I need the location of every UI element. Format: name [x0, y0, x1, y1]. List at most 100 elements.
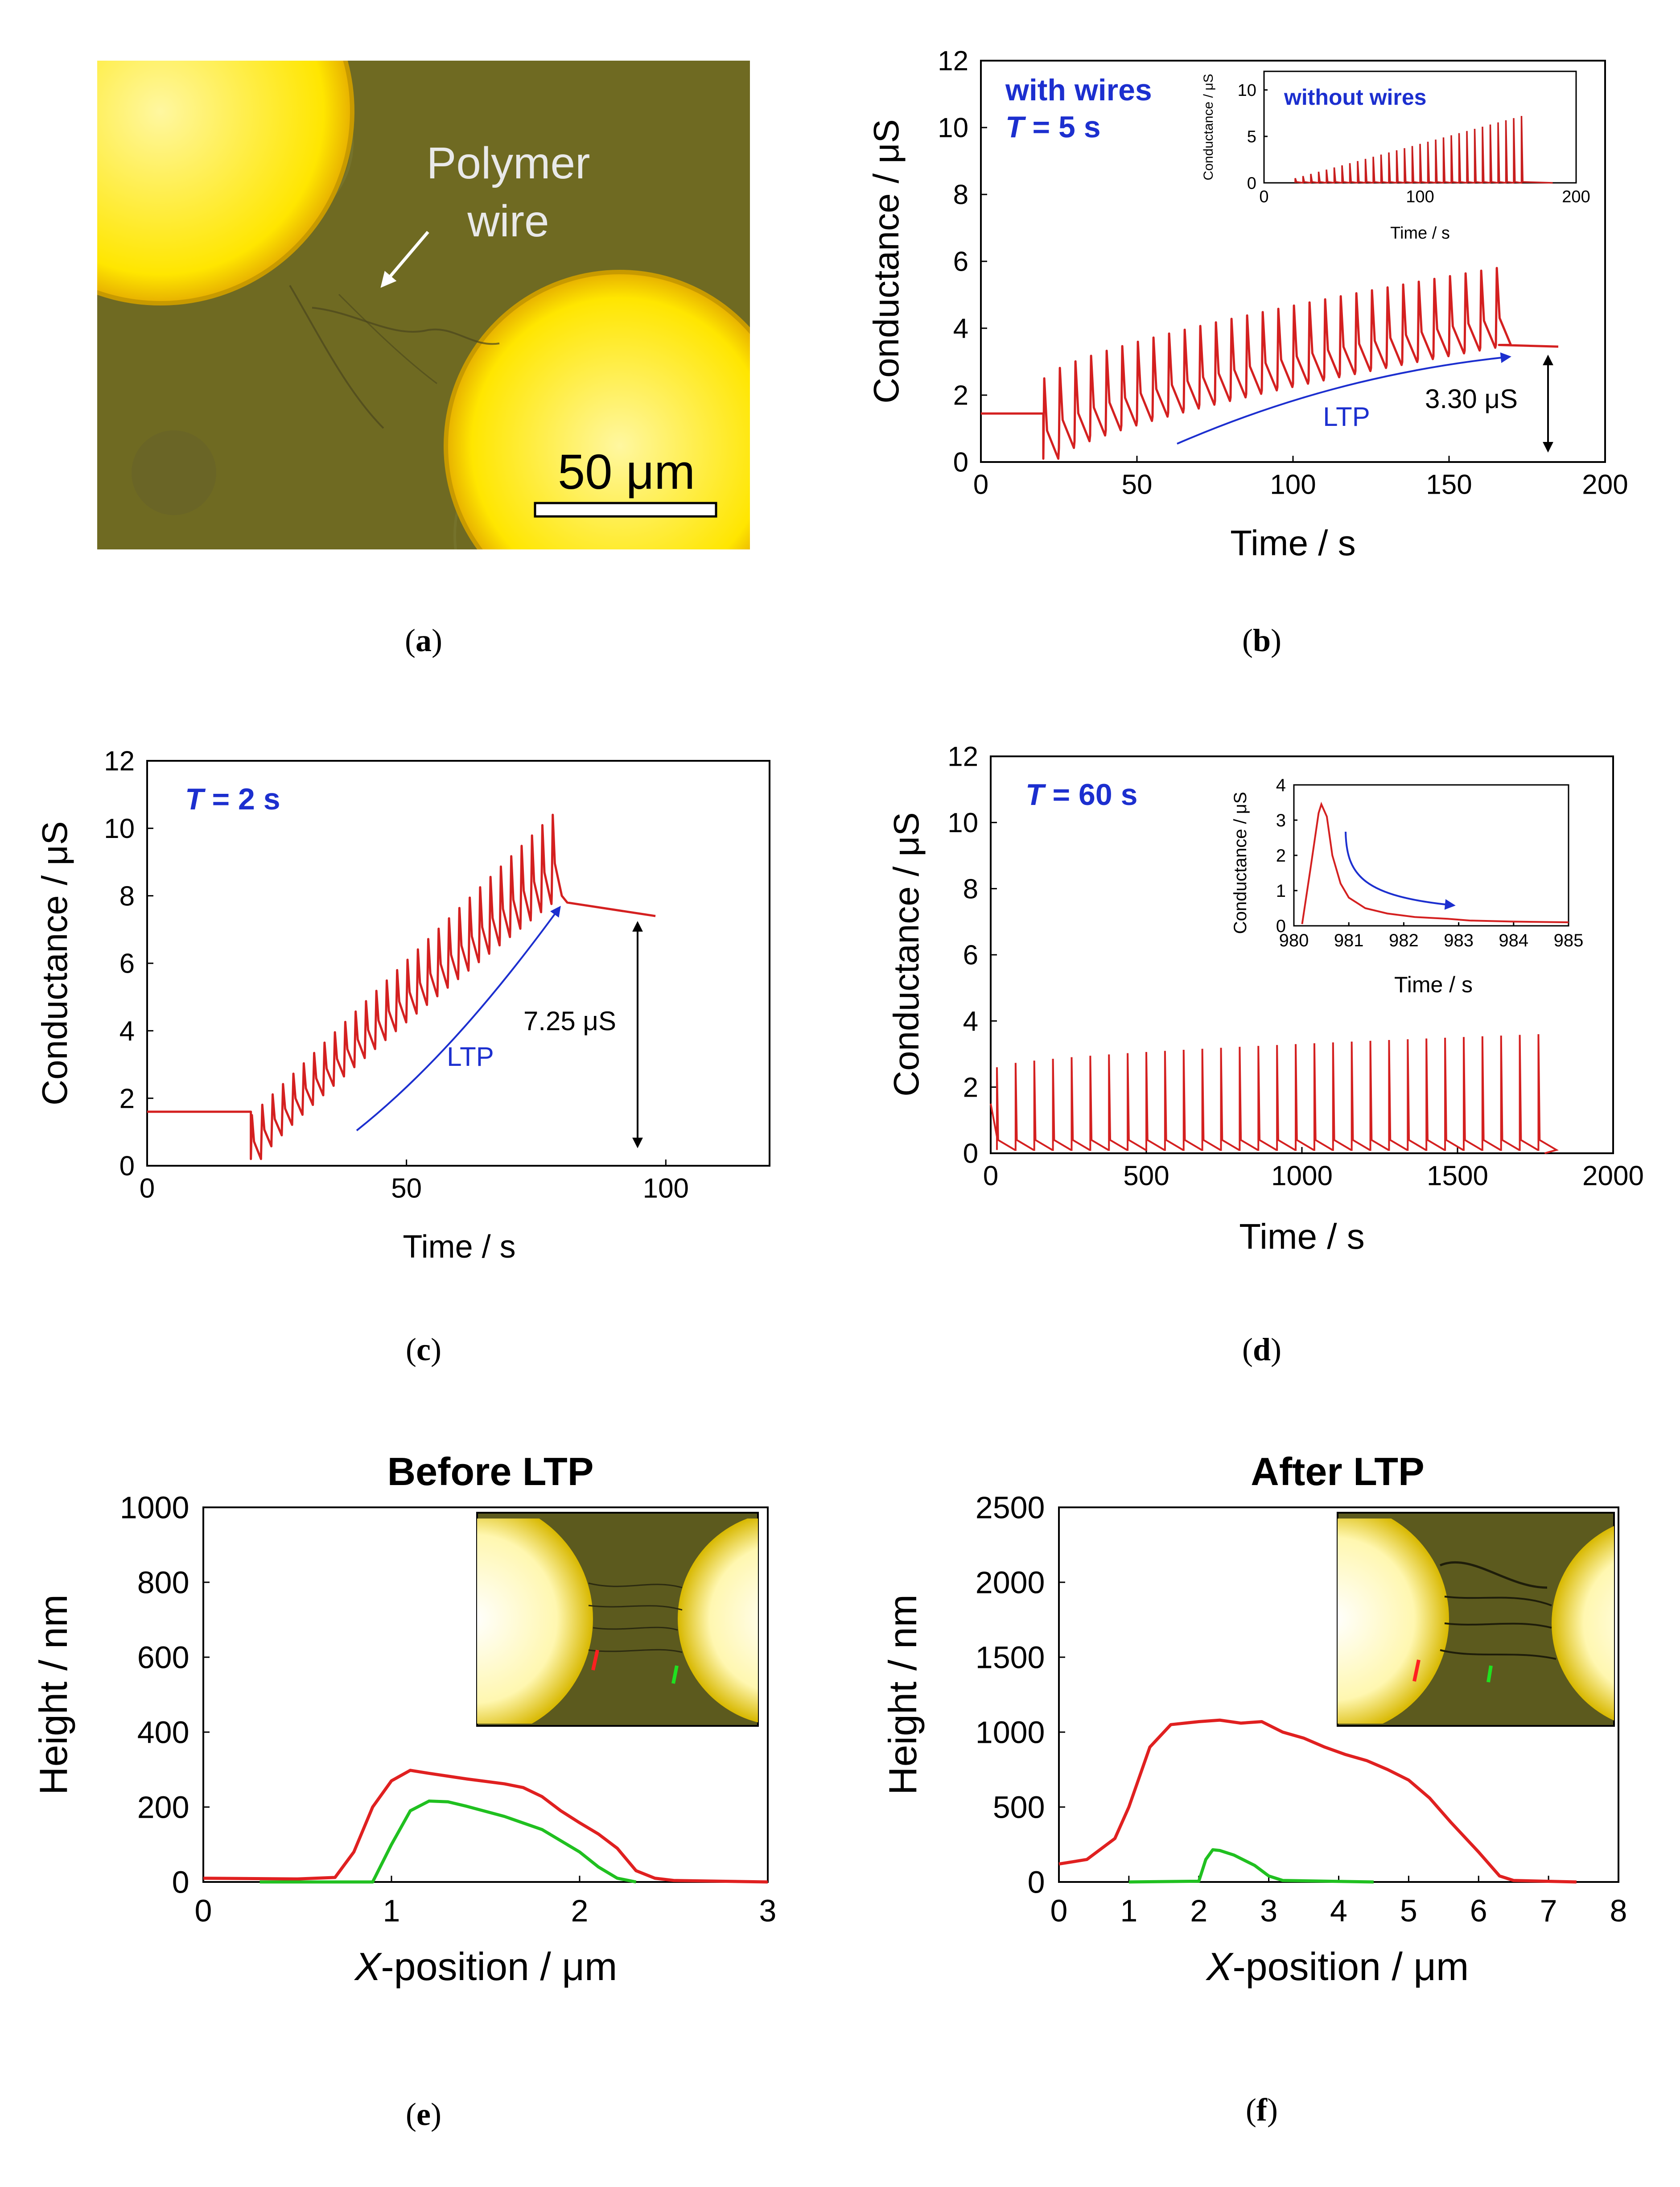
condition-label: T = 60 s — [1025, 778, 1137, 812]
series-line-t60 — [990, 1034, 1559, 1154]
y-tick-label: 4 — [119, 1016, 135, 1047]
delta-label: 7.25 μS — [523, 1006, 616, 1036]
electrode-right — [444, 270, 750, 549]
y-tick-label: 3 — [1276, 811, 1286, 830]
y-tick-label: 12 — [938, 46, 968, 77]
y-tick-label: 6 — [953, 247, 968, 277]
inset-series-line — [1301, 801, 1569, 924]
inset-x-label: Time / s — [1394, 972, 1473, 997]
ltp-label: LTP — [1323, 402, 1370, 432]
inset-decay-arrow — [1345, 831, 1456, 910]
x-tick-label: 0 — [1259, 188, 1268, 206]
y-tick-label: 4 — [963, 1006, 978, 1037]
plot-frame — [202, 1506, 769, 1883]
series-line-red-profile — [1058, 1718, 1577, 1884]
x-tick-label: 100 — [643, 1173, 689, 1204]
x-tick-label: 4 — [1330, 1894, 1347, 1928]
inset-frame — [1293, 784, 1569, 927]
y-tick-label: 10 — [104, 813, 135, 844]
inset-series-line — [1294, 116, 1553, 184]
electrode-left — [97, 61, 354, 305]
x-axis-label: Time / s — [1230, 523, 1355, 563]
y-tick-label: 12 — [104, 746, 135, 777]
inset-electrode-left — [1338, 1519, 1449, 1724]
series-line-red-profile — [203, 1769, 768, 1884]
y-tick-label: 0 — [119, 1151, 135, 1182]
scale-bar-label: 50 μm — [558, 445, 695, 499]
polymer-wire-label-line1: Polymer — [427, 138, 590, 188]
x-tick-label: 2 — [1190, 1894, 1207, 1928]
inset-electrode-right — [678, 1519, 758, 1723]
x-tick-label: 1500 — [1427, 1160, 1488, 1191]
x-tick-label: 982 — [1389, 931, 1419, 950]
x-axis-label: X-position / μm — [1206, 1944, 1469, 1989]
ltp-label: LTP — [447, 1042, 494, 1072]
y-tick-label: 4 — [953, 314, 968, 344]
y-tick-label: 2 — [119, 1083, 135, 1114]
y-tick-label: 2500 — [976, 1490, 1045, 1525]
y-tick-label: 10 — [947, 808, 978, 838]
y-tick-label: 200 — [137, 1790, 189, 1825]
y-tick-label: 6 — [963, 940, 978, 971]
y-tick-label: 1000 — [120, 1490, 189, 1525]
y-tick-label: 10 — [938, 113, 968, 144]
x-tick-label: 100 — [1406, 188, 1434, 206]
x-tick-label: 200 — [1562, 188, 1590, 206]
y-tick-label: 500 — [993, 1790, 1045, 1825]
inset-x-label: Time / s — [1390, 224, 1450, 243]
x-tick-label: 0 — [140, 1173, 155, 1204]
x-tick-label: 981 — [1334, 931, 1364, 950]
caption-e: (e) — [406, 2096, 441, 2132]
y-tick-label: 2 — [953, 380, 968, 411]
caption-b: (b) — [1242, 623, 1282, 658]
y-tick-label: 400 — [137, 1715, 189, 1750]
x-tick-label: 8 — [1610, 1894, 1627, 1928]
condition-line1: with wires — [1005, 73, 1152, 107]
y-tick-label: 12 — [947, 742, 978, 772]
x-tick-label: 100 — [1270, 469, 1316, 500]
y-tick-label: 1 — [1276, 881, 1286, 901]
y-tick-label: 6 — [119, 949, 135, 979]
inset-title: without wires — [1284, 85, 1426, 110]
inset-axis-ticks: 980 981 982 983 984 985 0 1 2 3 4 — [1276, 776, 1584, 950]
axis-ticks: 0 50 100 0 2 4 6 8 10 12 — [104, 746, 689, 1204]
x-tick-label: 7 — [1540, 1894, 1557, 1928]
red-profile-marker — [591, 1650, 599, 1671]
x-tick-label: 980 — [1279, 931, 1309, 950]
series-line-t2 — [147, 813, 656, 1160]
inset-photo — [1337, 1512, 1615, 1727]
scale-bar — [534, 502, 717, 518]
y-tick-label: 2 — [963, 1072, 978, 1103]
panel-a-micrograph: Polymer wire 50 μm — [97, 61, 750, 549]
y-tick-label: 10 — [1238, 81, 1256, 100]
inset-electrode-left — [477, 1519, 593, 1724]
y-tick-label: 8 — [963, 874, 978, 904]
inset-electrode-right — [1552, 1526, 1614, 1721]
series-line-with-wires — [981, 267, 1559, 460]
condition-label: T = 2 s — [185, 782, 280, 816]
panel-e-chart: Before LTP 0 1 2 3 0 200 400 600 800 1000 Height … — [31, 1449, 776, 1989]
green-profile-marker — [1486, 1665, 1493, 1683]
y-tick-label: 2 — [1276, 846, 1286, 866]
y-tick-label: 0 — [172, 1865, 189, 1900]
polymer-wire-arrow — [380, 231, 429, 288]
caption-a: (a) — [405, 623, 442, 658]
polymer-wire-strand — [289, 285, 384, 429]
x-tick-label: 2 — [571, 1894, 589, 1928]
x-tick-label: 500 — [1123, 1160, 1169, 1191]
x-tick-label: 985 — [1554, 931, 1584, 950]
polymer-wire-label-line2: wire — [467, 196, 549, 246]
x-tick-label: 984 — [1499, 931, 1528, 950]
y-tick-label: 0 — [953, 447, 968, 478]
x-tick-label: 1 — [383, 1894, 400, 1928]
inset-y-label: Conductance / μS — [1201, 74, 1216, 180]
y-tick-label: 800 — [137, 1565, 189, 1600]
chart-title: Before LTP — [387, 1449, 594, 1494]
x-tick-label: 200 — [1582, 469, 1628, 500]
y-axis-label: Height / nm — [31, 1594, 75, 1795]
y-tick-label: 5 — [1247, 128, 1256, 146]
green-profile-marker — [671, 1665, 679, 1684]
